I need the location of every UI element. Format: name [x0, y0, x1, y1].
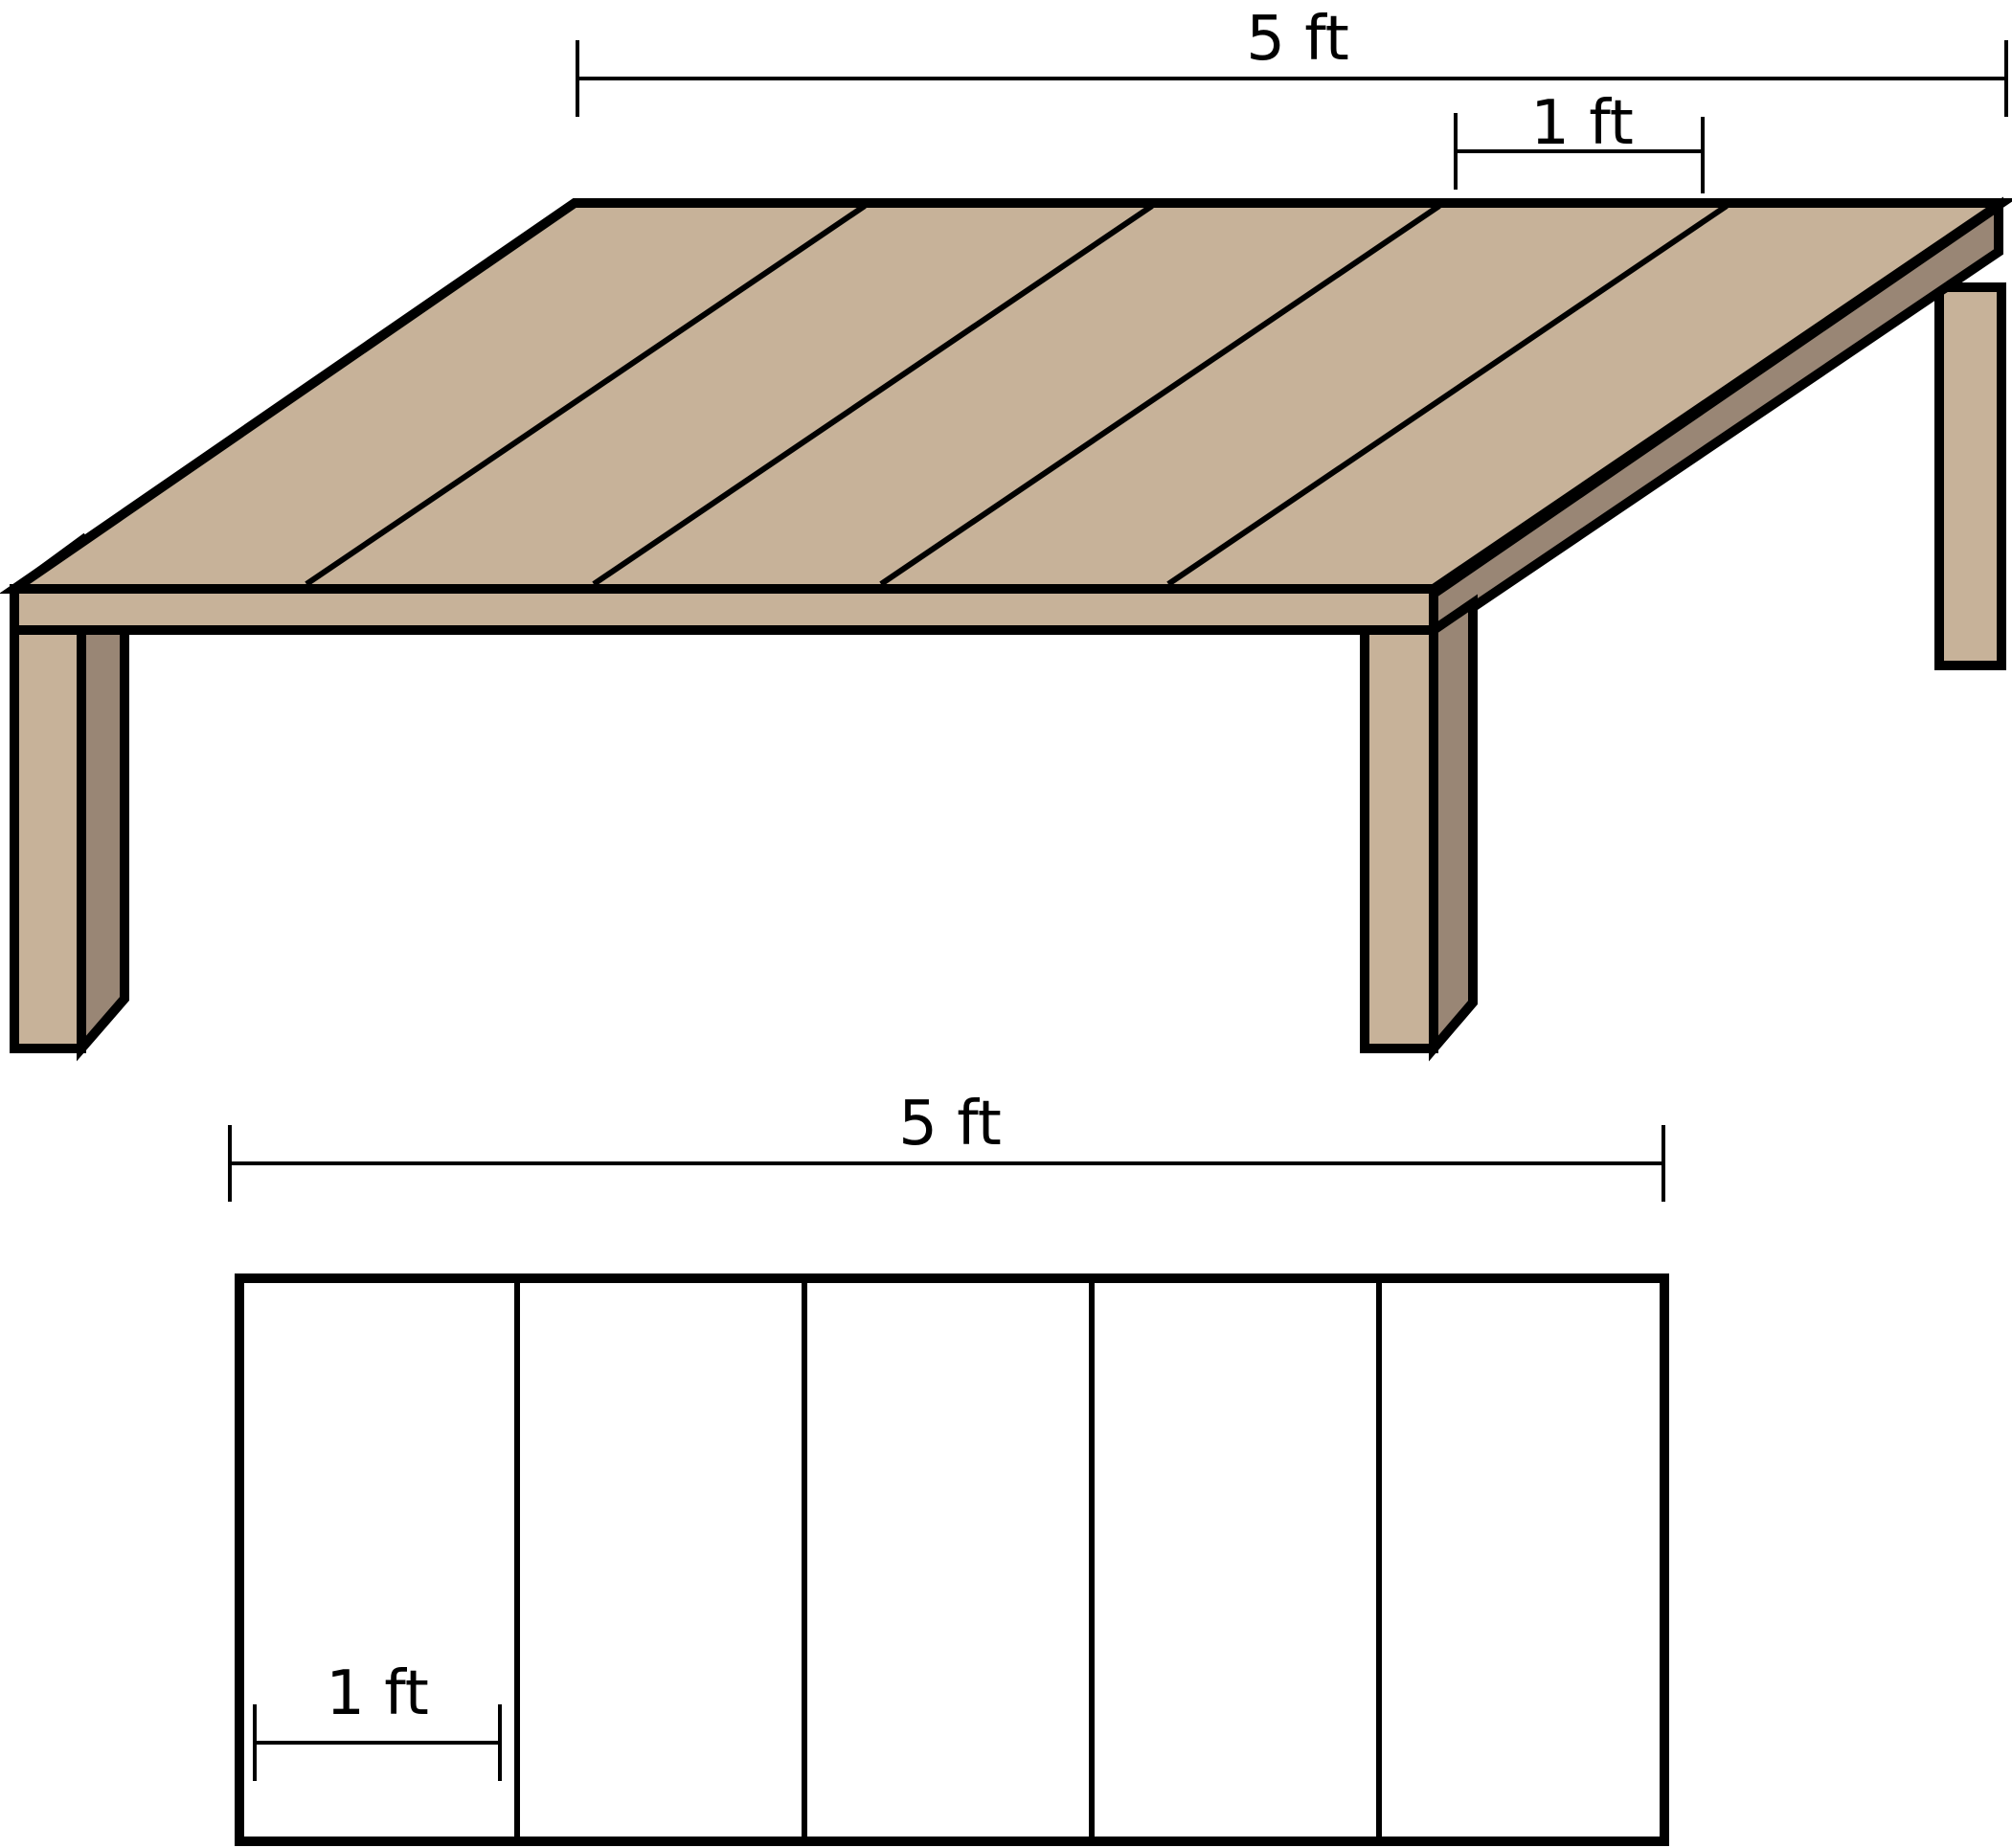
table-3d [0, 196, 2012, 1062]
table-plank-divider [1166, 203, 1729, 587]
table-leg-front-right-side [1429, 594, 1478, 1062]
table-length-label: 5 ft [1246, 4, 1349, 75]
dimension-topview-length [228, 1125, 1665, 1202]
dimension-topview-plank-width [253, 1704, 502, 1781]
table-plank-width-label: 1 ft [1530, 88, 1634, 159]
topview-planks [235, 1273, 1669, 1846]
table-leg-front-left-side [77, 625, 129, 1062]
topview-outline [235, 1273, 1669, 1846]
table-plank-divider [592, 203, 1154, 587]
table-leg-back-right [1934, 282, 2006, 670]
table-leg-front-left [10, 625, 86, 1053]
table-leg-front-right [1360, 625, 1438, 1053]
dimension-table-length [576, 40, 2008, 117]
table-top-left-edge [11, 532, 89, 593]
table-plank-dividers [305, 203, 1729, 587]
topview-length-label: 5 ft [898, 1089, 1002, 1160]
table-plank-divider [305, 203, 867, 587]
table-apron-front [10, 584, 1438, 635]
table-plank-divider [879, 203, 1441, 587]
table-top-surface [0, 198, 2012, 594]
topview-plank-width-label: 1 ft [326, 1658, 429, 1729]
dimension-table-plank-width [1454, 113, 1705, 193]
